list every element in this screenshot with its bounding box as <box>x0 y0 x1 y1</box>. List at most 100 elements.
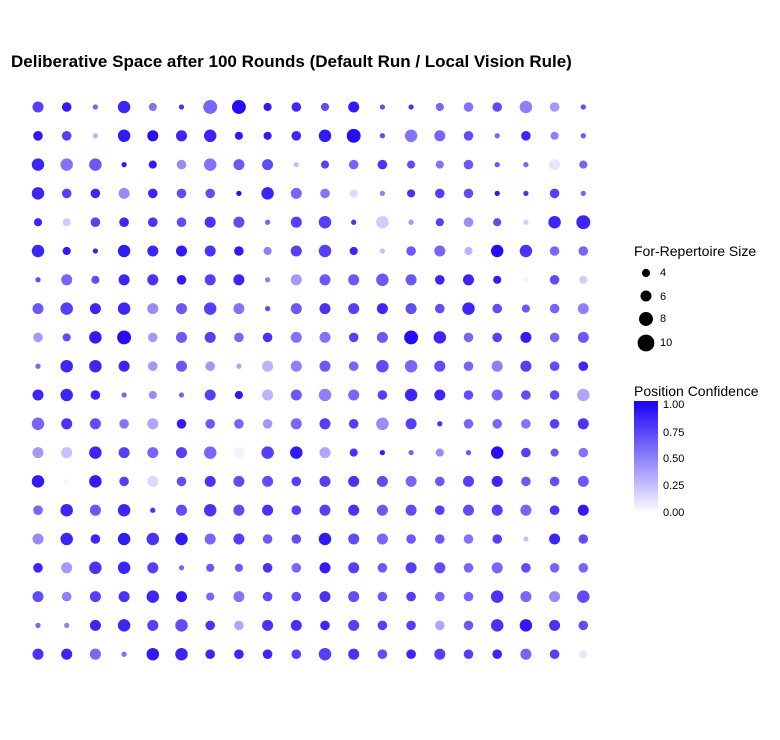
point-r12-c1 <box>31 417 45 431</box>
point-r3-c6 <box>176 159 187 170</box>
point-r20-c2 <box>61 648 73 660</box>
point-r17-c7 <box>206 563 215 572</box>
point-r8-c3 <box>89 303 101 315</box>
point-r5-c5 <box>148 217 158 227</box>
point-r4-c6 <box>176 188 187 199</box>
point-r4-c7 <box>205 188 215 199</box>
point-r18-c8 <box>233 591 245 603</box>
point-r11-c14 <box>404 388 418 402</box>
point-r16-c14 <box>406 534 416 544</box>
point-r3-c17 <box>494 161 500 168</box>
point-r17-c2 <box>61 562 73 574</box>
point-r1-c5 <box>148 102 157 112</box>
color-legend-title: Position Confidence <box>634 383 759 399</box>
point-r3-c9 <box>262 159 274 171</box>
point-r13-c4 <box>118 447 130 459</box>
point-r7-c12 <box>348 274 360 286</box>
point-r4-c8 <box>236 190 242 197</box>
point-r2-c2 <box>61 131 72 141</box>
point-r5-c7 <box>204 216 216 228</box>
point-r15-c11 <box>319 504 331 516</box>
point-r7-c15 <box>435 275 445 285</box>
point-r16-c3 <box>90 534 101 544</box>
point-r19-c6 <box>175 619 188 632</box>
point-r1-c12 <box>348 101 360 113</box>
color-legend-label-0-25: 0.25 <box>663 480 685 492</box>
point-r17-c6 <box>178 565 185 571</box>
point-r13-c20 <box>578 447 589 458</box>
point-r9-c13 <box>376 331 388 343</box>
point-r7-c20 <box>579 275 588 284</box>
point-r15-c5 <box>150 507 156 513</box>
point-r9-c18 <box>520 331 532 343</box>
point-r5-c1 <box>33 218 43 227</box>
point-r14-c18 <box>521 476 531 487</box>
point-r8-c18 <box>521 304 530 313</box>
point-r4-c15 <box>435 188 445 199</box>
point-r6-c11 <box>318 244 332 258</box>
point-r4-c3 <box>90 188 101 199</box>
point-r3-c20 <box>579 160 588 169</box>
size-legend-key-10 <box>637 334 655 352</box>
point-r15-c18 <box>520 504 532 516</box>
point-r2-c6 <box>175 130 188 142</box>
point-r9-c16 <box>463 332 474 343</box>
point-r10-c18 <box>520 360 532 372</box>
point-r5-c3 <box>90 217 101 227</box>
point-r20-c16 <box>463 649 474 659</box>
point-r3-c15 <box>435 160 444 169</box>
point-r16-c12 <box>348 533 360 545</box>
point-r16-c9 <box>262 534 273 544</box>
point-r9-c20 <box>577 331 589 343</box>
point-r1-c4 <box>117 100 131 114</box>
point-r20-c7 <box>205 649 215 659</box>
point-r6-c3 <box>92 248 99 254</box>
point-r4-c13 <box>379 190 386 197</box>
size-legend-label-8: 8 <box>660 313 667 325</box>
point-r9-c6 <box>175 331 188 343</box>
point-r19-c19 <box>549 619 561 631</box>
point-r3-c2 <box>60 158 73 171</box>
point-r18-c1 <box>32 591 44 603</box>
point-r8-c8 <box>233 303 245 315</box>
point-r7-c5 <box>147 274 159 286</box>
point-r14-c14 <box>405 475 417 487</box>
point-r2-c19 <box>550 131 559 140</box>
point-r5-c17 <box>493 218 502 227</box>
point-r11-c10 <box>290 389 302 401</box>
point-r20-c5 <box>146 647 160 661</box>
point-r2-c4 <box>117 129 131 143</box>
point-r6-c5 <box>147 245 159 257</box>
point-r12-c20 <box>577 418 589 430</box>
point-r7-c17 <box>493 275 502 284</box>
point-r12-c4 <box>119 419 129 429</box>
point-r18-c19 <box>549 591 561 603</box>
point-r17-c19 <box>549 563 560 573</box>
point-r16-c10 <box>291 534 302 544</box>
point-r12-c8 <box>234 419 244 429</box>
point-r6-c14 <box>406 246 416 256</box>
point-r18-c10 <box>291 591 302 602</box>
point-r3-c18 <box>523 161 529 168</box>
point-r13-c17 <box>490 446 504 459</box>
point-r6-c10 <box>290 245 302 257</box>
point-r17-c11 <box>319 562 331 574</box>
point-r16-c7 <box>204 533 216 545</box>
point-r3-c12 <box>348 159 359 170</box>
point-r2-c1 <box>33 131 43 141</box>
point-r14-c10 <box>291 476 302 487</box>
point-r7-c16 <box>462 274 475 286</box>
point-r6-c8 <box>234 246 244 256</box>
point-r8-c15 <box>435 303 445 314</box>
point-r9-c5 <box>148 332 158 343</box>
point-r15-c7 <box>203 503 217 517</box>
point-r15-c10 <box>291 505 302 515</box>
point-r4-c11 <box>320 188 330 199</box>
point-r14-c6 <box>176 476 187 487</box>
point-r12-c11 <box>319 418 331 430</box>
point-r12-c14 <box>405 418 417 430</box>
point-r7-c4 <box>118 274 130 286</box>
point-r17-c1 <box>33 563 43 573</box>
point-r18-c7 <box>206 592 215 601</box>
point-r13-c16 <box>465 449 472 456</box>
